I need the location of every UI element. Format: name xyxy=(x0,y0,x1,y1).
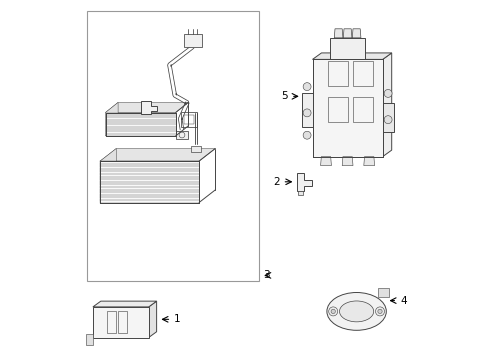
Ellipse shape xyxy=(327,292,386,330)
Circle shape xyxy=(384,116,392,123)
Text: 1: 1 xyxy=(174,314,181,324)
Polygon shape xyxy=(105,102,118,136)
Circle shape xyxy=(303,109,311,117)
Circle shape xyxy=(384,90,392,98)
Polygon shape xyxy=(100,161,199,202)
Ellipse shape xyxy=(340,301,374,322)
Circle shape xyxy=(331,309,335,314)
Polygon shape xyxy=(302,94,313,127)
Polygon shape xyxy=(364,157,374,166)
Polygon shape xyxy=(175,131,189,139)
Polygon shape xyxy=(105,112,176,136)
Circle shape xyxy=(303,83,311,91)
Polygon shape xyxy=(100,149,116,202)
Polygon shape xyxy=(298,191,303,195)
Text: 5: 5 xyxy=(281,91,288,101)
Polygon shape xyxy=(93,307,148,338)
Circle shape xyxy=(378,309,382,314)
Ellipse shape xyxy=(329,307,338,316)
Polygon shape xyxy=(313,53,392,59)
Polygon shape xyxy=(334,29,343,38)
Polygon shape xyxy=(378,288,389,297)
Polygon shape xyxy=(141,101,157,114)
Polygon shape xyxy=(100,149,215,161)
Polygon shape xyxy=(383,103,393,132)
Polygon shape xyxy=(191,146,201,152)
Text: 4: 4 xyxy=(400,296,407,306)
Polygon shape xyxy=(343,29,352,38)
Polygon shape xyxy=(184,34,202,47)
Polygon shape xyxy=(352,29,361,38)
Polygon shape xyxy=(86,334,93,345)
Polygon shape xyxy=(105,102,188,112)
Circle shape xyxy=(303,131,311,139)
Polygon shape xyxy=(383,53,392,157)
Polygon shape xyxy=(330,38,365,59)
Polygon shape xyxy=(313,59,383,157)
Text: 3: 3 xyxy=(263,270,270,280)
Polygon shape xyxy=(148,301,157,338)
Polygon shape xyxy=(93,301,157,307)
Polygon shape xyxy=(342,157,353,166)
Text: 2: 2 xyxy=(273,177,280,187)
Polygon shape xyxy=(297,173,312,191)
Ellipse shape xyxy=(375,307,385,316)
Polygon shape xyxy=(320,157,331,166)
